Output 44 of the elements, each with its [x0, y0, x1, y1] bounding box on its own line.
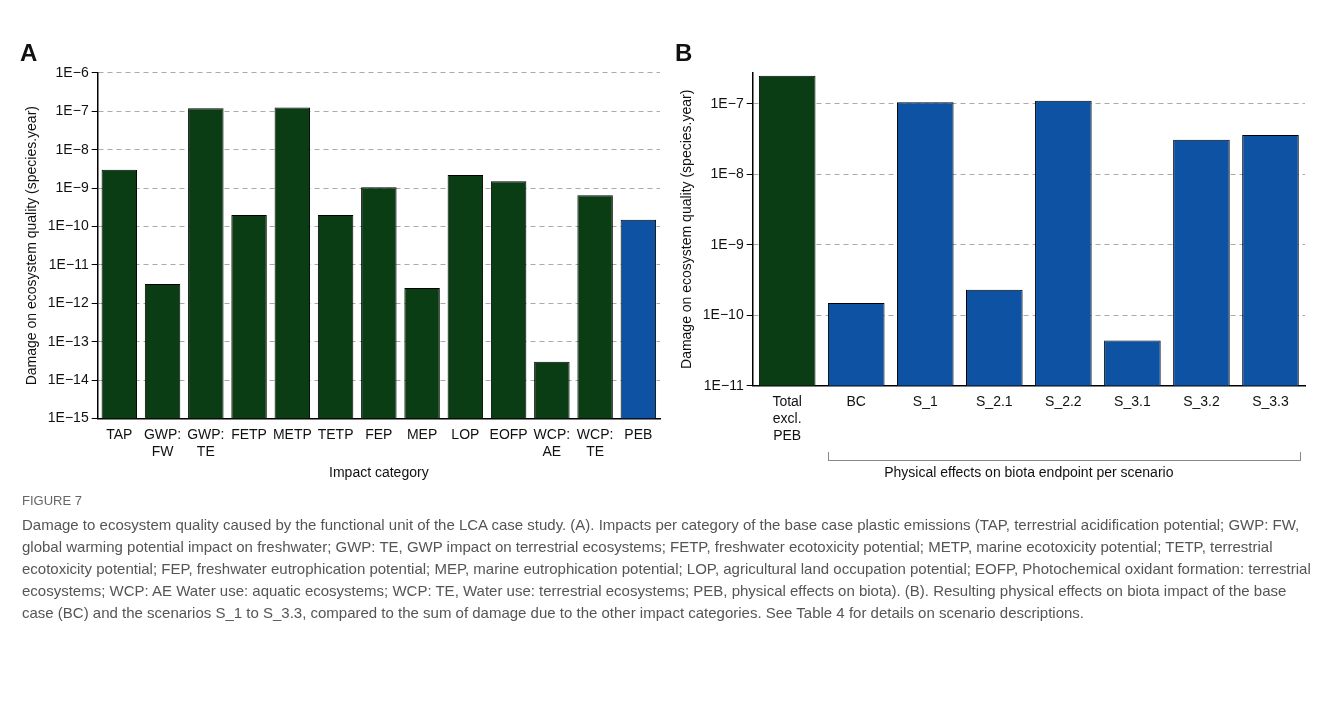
x-tick-label: WCP: TE	[576, 425, 614, 459]
x-tick-label: PEB	[624, 425, 653, 442]
y-tick-label: 1E−15	[47, 409, 89, 426]
y-tick-label: 1E−7	[710, 94, 744, 111]
x-tick-label: S_3.2	[1183, 393, 1220, 410]
y-tick-label: 1E−8	[55, 140, 89, 157]
x-tick-label: S_2.2	[1045, 393, 1082, 410]
y-tick-label: 1E−9	[710, 235, 744, 252]
y-tick-label: 1E−13	[47, 332, 89, 349]
x-tick-label: LOP	[451, 425, 480, 442]
y-tick-label: 1E−14	[47, 371, 89, 388]
text: Damage to ecosystem quality caused by the functional unit of the LCA case study. (A). Impacts per category of the base case plastic emissions (TAP, terrestrial acidification potential; GWP: FW, global warming potential impact on freshwater; GWP: TE, GWP impact on terrestrial ecosystems; FETP, freshwater ecotoxicity potential; METP, marine ecotoxicity potential; TETP, terrestrial ecotoxicity potential; FEP, freshwater eutrophication potential; MEP, marine eutrophication potential; LOP, agricultural land occupation potential; EOFP, Photochemical oxidant formation: terrestrial ecosystems; WCP: AE Water use: aquatic ecosystems; WCP: TE, Water use: terrestrial ecosystems; PEB, physical effects on biota). (B). Resulting physical effects on biota impact of the base case (BC) and the scenarios S_1 to S_3.3, compared to the sum of damage due to the other impact categories. See Table 4 for details on scenario descriptions.	[22, 515, 1312, 623]
caption: FIGURE 7	[22, 492, 83, 510]
x-tick-label: WCP: AE	[533, 425, 571, 459]
y-tick-label: 1E−6	[55, 63, 89, 80]
x-tick-label: GWP: TE	[187, 425, 225, 459]
x-axis-title: Impact category	[329, 464, 429, 481]
y-tick-label: 1E−11	[703, 376, 744, 393]
y-tick-label: 1E−7	[55, 102, 89, 119]
y-tick-label: 1E−10	[702, 306, 744, 323]
x-tick-label: S_3.3	[1252, 393, 1289, 410]
y-tick-label: 1E−12	[47, 294, 89, 311]
chart-title: A	[20, 39, 38, 67]
x-tick-label: FEP	[365, 425, 393, 442]
chart-title: B	[675, 39, 693, 67]
x-tick-label: Total excl. PEB	[772, 393, 802, 443]
y-tick-label: 1E−8	[710, 165, 744, 182]
x-tick-label: S_1	[912, 393, 938, 410]
x-tick-label: GWP: FW	[143, 425, 182, 459]
y-tick-label: 1E−10	[47, 217, 89, 234]
y-tick-label: 1E−11	[48, 255, 89, 272]
x-axis-title: Physical effects on biota endpoint per scenario	[884, 464, 1174, 481]
x-tick-label: MEP	[406, 425, 438, 442]
x-tick-label: EOFP	[489, 425, 528, 442]
x-tick-label: S_2.1	[976, 393, 1013, 410]
x-tick-label: S_3.1	[1114, 393, 1151, 410]
y-tick-label: 1E−9	[55, 178, 89, 195]
y-axis-title: Damage on ecosystem quality (species.year)	[23, 106, 40, 386]
x-tick-label: BC	[846, 393, 866, 410]
y-axis-title: Damage on ecosystem quality (species.year)	[678, 89, 695, 369]
x-tick-label: METP	[272, 425, 312, 442]
x-tick-label: TAP	[106, 425, 133, 442]
x-tick-label: TETP	[317, 425, 354, 442]
x-tick-label: FETP	[231, 425, 267, 442]
